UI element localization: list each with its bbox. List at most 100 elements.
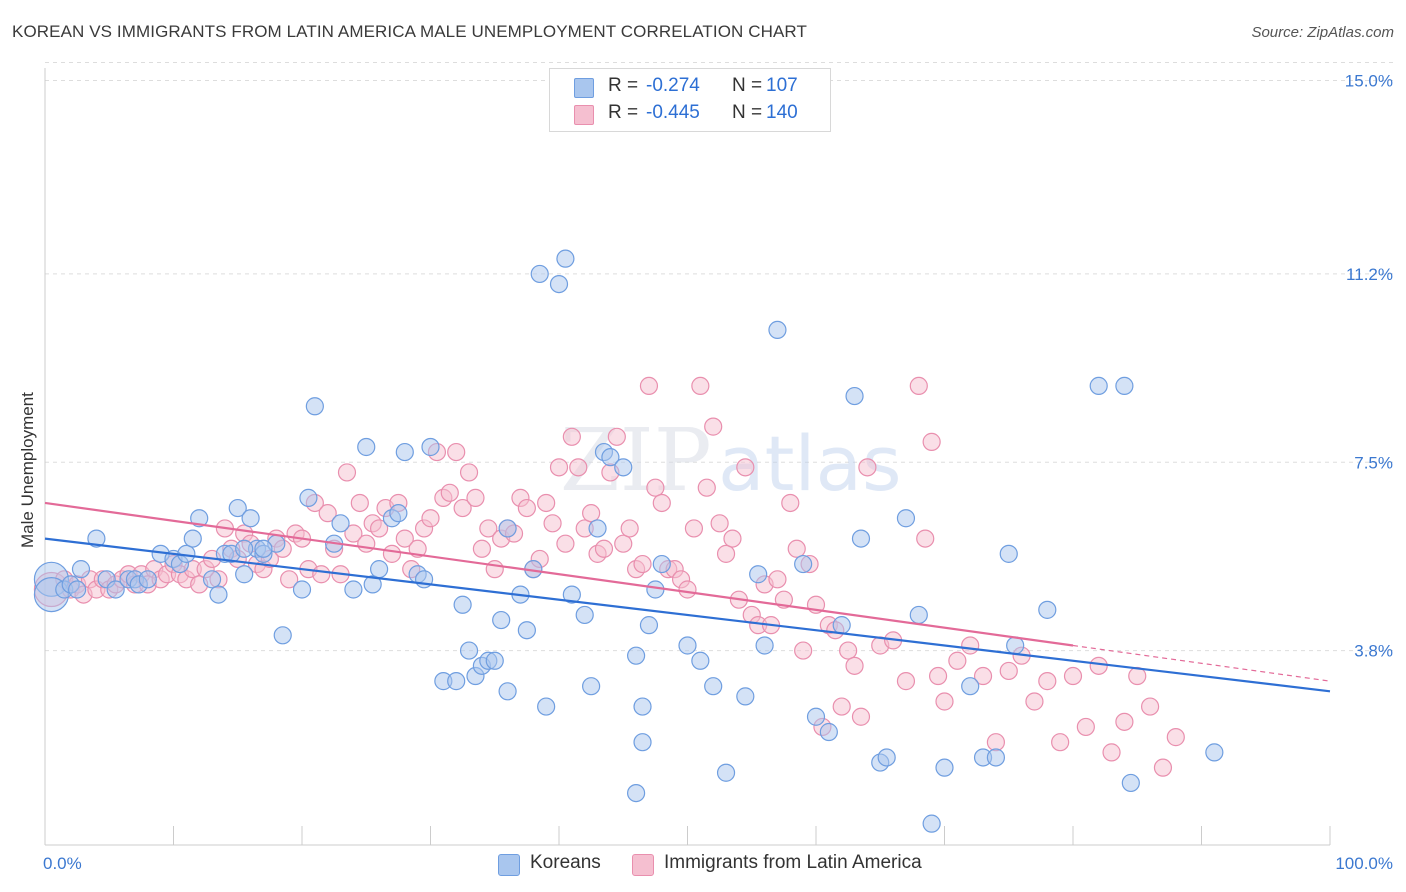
korean-point (1006, 636, 1025, 655)
korean-point (87, 529, 106, 548)
latin-point (569, 458, 588, 477)
latin-point (646, 478, 665, 497)
korean-point (768, 320, 787, 340)
korean-point (447, 672, 466, 691)
latin-point (909, 376, 928, 395)
latin-point (1166, 728, 1185, 747)
latin-point (1025, 692, 1044, 711)
latin-point (704, 417, 723, 436)
y-tick-label: 3.8% (1354, 642, 1393, 661)
series-korean-points (33, 249, 1224, 833)
latin-point (1051, 733, 1070, 752)
korean-point (305, 397, 324, 416)
latin-point (652, 493, 671, 513)
latin-point (832, 697, 851, 716)
legend-n-value: 140 (766, 102, 798, 123)
korean-point (845, 386, 864, 406)
latin-point (594, 539, 614, 558)
korean-point (704, 677, 723, 696)
korean-point (68, 580, 87, 599)
latin-trend-line (44, 501, 1074, 647)
korean-point (459, 641, 479, 660)
korean-point (241, 509, 260, 528)
korean-point (395, 442, 414, 462)
korean-point (556, 249, 575, 268)
korean-point (517, 621, 536, 640)
korean-point (209, 585, 228, 604)
korean-point (922, 814, 941, 833)
korean-point (639, 616, 659, 635)
latin-point (1089, 656, 1108, 675)
korean-point (935, 758, 954, 777)
legend-n-label: N = (732, 102, 763, 123)
korean-point (986, 748, 1006, 767)
latin-point (691, 376, 710, 395)
bottom-legend-label-latin: Immigrants from Latin America (664, 852, 922, 873)
latin-point (1115, 712, 1134, 731)
latin-point (1102, 743, 1121, 762)
korean-point (549, 275, 569, 294)
korean-point (235, 539, 254, 558)
korean-point (183, 529, 202, 548)
latin-point (1140, 697, 1160, 716)
latin-point (1076, 717, 1095, 737)
latin-point (517, 498, 536, 518)
legend-r-value: -0.274 (646, 75, 700, 96)
x-tick-label: 100.0% (1335, 854, 1393, 873)
latin-point (961, 636, 980, 655)
latin-point (318, 504, 337, 523)
korean-point (1115, 376, 1134, 395)
latin-point (839, 641, 858, 660)
latin-point (787, 539, 806, 558)
tick-labels: 3.8% 7.5% 11.2% 15.0% 0.0% 100.0% (43, 72, 1393, 874)
korean-point (961, 677, 980, 696)
y-tick-label: 15.0% (1345, 72, 1393, 91)
korean-point (877, 748, 896, 767)
korean-point (832, 616, 851, 635)
korean-point (716, 763, 736, 782)
chart-title: KOREAN VS IMMIGRANTS FROM LATIN AMERICA … (12, 22, 807, 41)
korean-point (909, 605, 928, 625)
latin-point (858, 458, 877, 477)
latin-point (620, 519, 639, 538)
latin-point (710, 514, 729, 533)
latin-point (556, 534, 575, 553)
y-tick-label: 7.5% (1354, 453, 1393, 472)
korean-point (254, 539, 273, 558)
latin-point (781, 493, 800, 513)
korean-point (601, 448, 620, 467)
latin-point (582, 504, 601, 523)
latin-point (607, 427, 626, 446)
latin-point (543, 514, 562, 533)
korean-point (453, 595, 472, 614)
y-tick-label: 11.2% (1346, 265, 1393, 284)
korean-point (614, 458, 633, 477)
latin-point (562, 427, 581, 446)
korean-point (633, 697, 652, 716)
latin-point (549, 458, 569, 477)
latin-point (723, 529, 742, 548)
korean-point (530, 264, 549, 284)
korean-trend-line (44, 537, 1331, 693)
korean-point (498, 519, 517, 538)
source-label: Source: ZipAtlas.com (1251, 24, 1394, 41)
korean-point (562, 585, 581, 604)
x-tick-label: 0.0% (43, 854, 82, 873)
latin-point (1153, 758, 1173, 777)
latin-point (382, 544, 402, 563)
latin-point (453, 498, 472, 518)
latin-point (337, 463, 357, 482)
korean-point (794, 554, 813, 574)
latin-point (948, 651, 967, 670)
korean-point (71, 560, 91, 579)
korean-point (370, 560, 389, 579)
korean-point (806, 707, 826, 726)
korean-point (331, 514, 350, 533)
latin-point (678, 580, 697, 599)
latin-point (986, 733, 1006, 752)
korean-point (819, 722, 838, 742)
korean-point (228, 498, 247, 518)
legend-box: R = -0.274 N = 107 R = -0.445 N = 140 (549, 68, 831, 132)
latin-point (466, 488, 485, 507)
korean-point (736, 687, 755, 706)
